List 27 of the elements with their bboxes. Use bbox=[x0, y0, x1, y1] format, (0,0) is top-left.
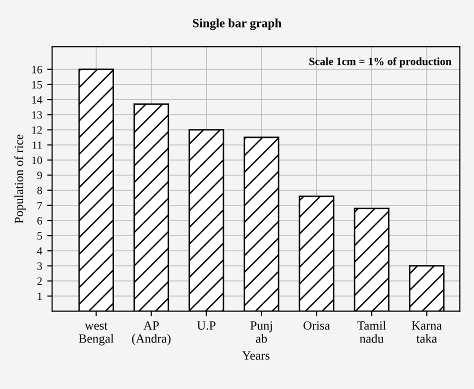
y-tick-label: 8 bbox=[37, 186, 42, 194]
y-tick-label: 14 bbox=[32, 96, 42, 104]
y-tick-label: 3 bbox=[37, 262, 42, 270]
y-tick-label: 15 bbox=[32, 80, 42, 88]
y-tick-label: 2 bbox=[37, 277, 42, 285]
x-tick-label: U.P bbox=[197, 321, 216, 330]
y-tick-label: 6 bbox=[37, 217, 42, 224]
y-tick-label: 16 bbox=[32, 66, 42, 74]
y-tick-label: 5 bbox=[38, 232, 42, 240]
y-tick-label: 13 bbox=[32, 111, 42, 119]
y-tick-label: 1 bbox=[38, 292, 42, 300]
y-axis-title: Population of rice bbox=[14, 134, 26, 224]
annotation: Scale 1cm = 1% of production bbox=[309, 57, 452, 68]
y-tick-label: 10 bbox=[32, 156, 42, 164]
y-tick-label: 12 bbox=[32, 126, 42, 134]
x-tick-label: Punj ab bbox=[250, 321, 272, 343]
x-tick-label: Orisa bbox=[304, 321, 330, 330]
x-tick-label: west Bengal bbox=[78, 322, 114, 346]
y-tick-label: 7 bbox=[38, 202, 42, 210]
x-tick-label: Karna taka bbox=[412, 321, 442, 343]
y-tick-label: 4 bbox=[37, 247, 42, 255]
y-tick-label: 9 bbox=[37, 172, 42, 180]
x-tick-label: Tamil nadu bbox=[357, 320, 386, 343]
x-axis-title: Years bbox=[242, 351, 270, 360]
chart-title: Single bar graph bbox=[192, 18, 282, 30]
y-tick-label: 11 bbox=[32, 141, 42, 149]
x-tick-label: AP (Andra) bbox=[132, 321, 171, 346]
